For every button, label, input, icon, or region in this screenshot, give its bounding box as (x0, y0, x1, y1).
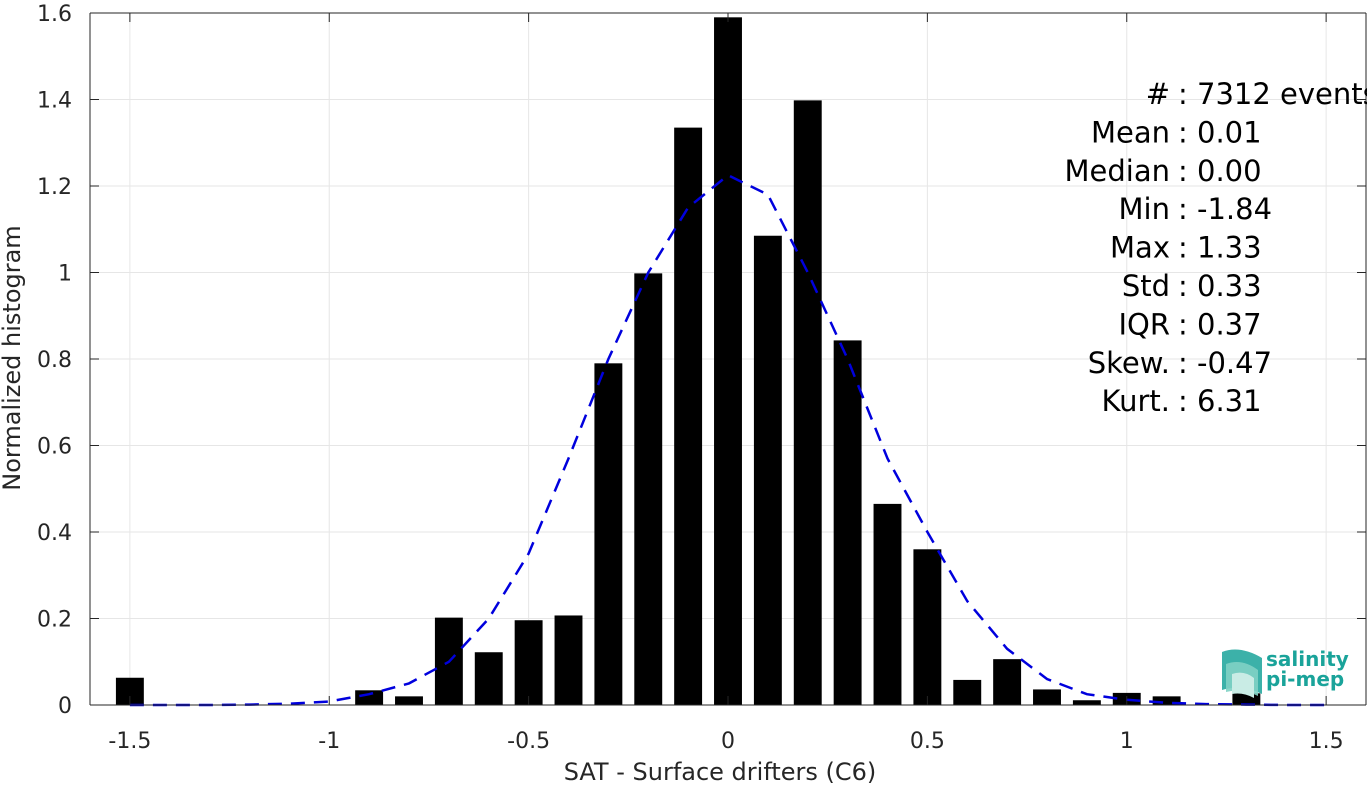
stat-line: IQR: 0.37 (1118, 307, 1261, 341)
y-tick-label: 0.2 (37, 608, 72, 633)
bar (554, 615, 583, 705)
bar (1072, 700, 1101, 705)
stat-line: Min: -1.84 (1119, 192, 1273, 226)
bar (993, 659, 1022, 705)
stat-name: IQR (1118, 307, 1170, 341)
x-tick-label: 1 (1120, 729, 1134, 754)
stat-line: Max: 1.33 (1110, 231, 1262, 265)
bar (474, 652, 503, 705)
bar (634, 273, 663, 705)
logo-text-pimep: pi-mep (1266, 667, 1344, 691)
x-tick-label: 1.5 (1309, 729, 1344, 754)
bar (395, 696, 423, 705)
y-tick-label: 1 (58, 262, 72, 287)
bar (913, 549, 942, 705)
bar (953, 679, 982, 705)
bar (714, 17, 742, 705)
bar (355, 690, 384, 705)
stat-line: Mean: 0.01 (1091, 115, 1262, 149)
stat-name: Median (1065, 154, 1170, 188)
y-tick-label: 0.6 (37, 435, 72, 460)
x-tick-label: -0.5 (507, 729, 550, 754)
salinity-pimep-logo: salinity pi-mep (1222, 647, 1349, 698)
stat-value: : 6.31 (1178, 384, 1262, 418)
logo-wave-icon (1222, 649, 1262, 698)
stat-value: : 0.33 (1178, 269, 1262, 303)
y-axis-label: Normalized histogram (0, 225, 26, 490)
stat-value: : -1.84 (1178, 192, 1272, 226)
stat-name: Skew. (1088, 346, 1170, 380)
stat-line: Median: 0.00 (1065, 154, 1262, 188)
stat-value: : 0.01 (1178, 115, 1262, 149)
bar (1033, 689, 1061, 705)
bar (833, 340, 862, 705)
logo-text-salinity: salinity (1266, 647, 1349, 671)
ticks-layer: -1.5 -1 -0.5 0 0.5 1 1.5 0 0.2 0.4 0.6 0.8 1 1.2 1.4 1.… (37, 2, 1366, 754)
stat-value: : 0.00 (1178, 154, 1262, 188)
stat-line: #: 7312 events (1146, 77, 1367, 111)
x-tick-label: -1.5 (108, 729, 151, 754)
stat-name: Std (1122, 269, 1170, 303)
y-tick-label: 0 (58, 694, 72, 719)
bar (1232, 693, 1261, 705)
bar (1152, 696, 1181, 705)
stat-line: Std: 0.33 (1122, 269, 1262, 303)
stat-value: : -0.47 (1178, 346, 1272, 380)
stat-name: # (1146, 77, 1170, 111)
bar (873, 503, 902, 705)
bar (514, 620, 543, 705)
y-tick-label: 1.4 (37, 89, 72, 114)
y-tick-label: 0.4 (37, 521, 72, 546)
stat-line: Kurt.: 6.31 (1102, 384, 1262, 418)
bar (753, 235, 782, 706)
y-tick-label: 1.2 (37, 175, 72, 200)
y-tick-label: 1.6 (37, 2, 72, 27)
x-tick-label: -1 (318, 729, 340, 754)
bar (594, 363, 623, 705)
stat-name: Kurt. (1102, 384, 1170, 418)
x-tick-label: 0 (721, 729, 735, 754)
stat-name: Min (1119, 192, 1170, 226)
bars-layer (115, 17, 1261, 706)
y-tick-label: 0.8 (37, 348, 72, 373)
stat-value: : 7312 events (1178, 77, 1367, 111)
stat-value: : 0.37 (1178, 307, 1262, 341)
x-axis-label: SAT - Surface drifters (C6) (564, 758, 877, 785)
stat-line: Skew.: -0.47 (1088, 346, 1272, 380)
bar (674, 127, 703, 706)
x-tick-label: 0.5 (910, 729, 945, 754)
bar (793, 100, 822, 706)
stat-name: Max (1110, 231, 1170, 265)
stat-value: : 1.33 (1178, 231, 1262, 265)
stat-name: Mean (1091, 115, 1170, 149)
